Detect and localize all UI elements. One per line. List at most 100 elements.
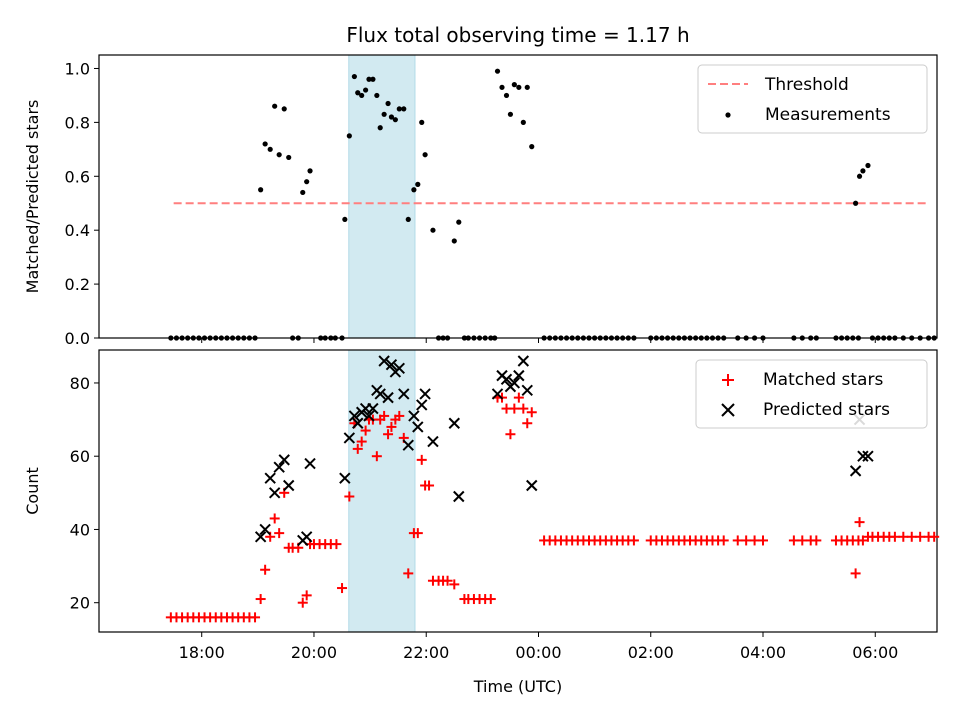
y-tick-label: 80 xyxy=(70,374,90,393)
measurement-point xyxy=(351,73,357,80)
matched-star-point xyxy=(394,410,405,421)
matched-star-point xyxy=(628,535,639,546)
y-tick-label: 0.0 xyxy=(65,329,90,348)
predicted-star-point xyxy=(517,355,530,367)
predicted-star-point xyxy=(339,472,351,484)
predicted-star-point xyxy=(448,417,461,429)
matched-star-point xyxy=(301,590,312,601)
measurement-point xyxy=(875,335,881,341)
predicted-marker-b xyxy=(382,391,394,404)
measurement-point xyxy=(552,335,558,341)
predicted-star-point xyxy=(849,465,862,477)
matched-star-point xyxy=(522,418,533,429)
predicted-star-point xyxy=(374,388,386,400)
matched-star-point xyxy=(741,535,752,546)
predicted-star-point xyxy=(419,388,431,400)
measurement-point xyxy=(190,335,196,341)
measurement-point xyxy=(300,189,306,196)
y-tick-label: 0.4 xyxy=(65,221,90,240)
measurement-point xyxy=(541,335,547,341)
legend-label-matched: Matched stars xyxy=(763,370,883,390)
measurement-point xyxy=(272,103,278,109)
y-tick-label: 0.6 xyxy=(65,167,90,186)
predicted-star-point xyxy=(283,479,295,492)
measurement-point xyxy=(569,335,575,341)
matched-star-point xyxy=(758,535,769,546)
matched-star-point xyxy=(505,429,516,440)
matched-star-point xyxy=(513,392,524,403)
measurement-point xyxy=(892,335,898,341)
measurement-point xyxy=(721,335,727,341)
measurement-point xyxy=(704,335,710,341)
predicted-marker-b xyxy=(374,388,386,400)
predicted-marker-b xyxy=(363,410,375,422)
predicted-star-point xyxy=(412,421,424,433)
measurement-point xyxy=(332,335,338,341)
matched-star-point xyxy=(352,443,363,454)
measurement-point xyxy=(374,92,380,99)
matched-star-point xyxy=(915,531,926,542)
x-tick-label: 20:00 xyxy=(291,643,337,662)
matched-star-point xyxy=(356,436,367,447)
matched-star-point xyxy=(260,564,271,575)
predicted-star-point xyxy=(300,531,313,543)
measurement-point xyxy=(659,335,665,341)
predicted-marker-b xyxy=(408,410,420,422)
predicted-marker-b xyxy=(339,472,351,484)
predicted-star-point xyxy=(491,388,504,400)
measurement-point xyxy=(586,335,592,341)
predicted-marker-b xyxy=(352,417,364,429)
measurement-point xyxy=(900,335,906,341)
predicted-star-point xyxy=(278,454,290,466)
measurement-point xyxy=(676,335,682,341)
matched-star-point xyxy=(732,535,743,546)
predicted-marker-b xyxy=(526,479,538,492)
measurement-point xyxy=(295,335,301,341)
measurement-point xyxy=(516,84,522,90)
predicted-marker-b xyxy=(448,417,461,429)
measurement-point xyxy=(246,335,253,341)
y-tick-label: 20 xyxy=(70,594,90,613)
measurement-point xyxy=(258,187,264,193)
measurement-point xyxy=(346,133,352,139)
measurement-point xyxy=(286,154,292,161)
predicted-star-point xyxy=(453,490,465,503)
predicted-star-point xyxy=(348,410,361,422)
highlight-span xyxy=(348,54,416,339)
predicted-marker-b xyxy=(491,388,504,400)
predicted-star-point xyxy=(500,373,513,386)
matched-star-point xyxy=(797,535,808,546)
predicted-marker-b xyxy=(398,388,410,400)
matched-star-point xyxy=(509,403,520,414)
measurement-point xyxy=(813,335,819,341)
predicted-marker-b xyxy=(264,472,276,484)
measurement-point xyxy=(168,335,174,341)
legend: Matched stars Predicted stars xyxy=(695,359,928,429)
predicted-star-point xyxy=(304,457,316,470)
legend-predicted-swatch-b xyxy=(721,403,735,417)
matched-star-point xyxy=(857,535,868,546)
matched-star-point xyxy=(518,403,529,414)
measurement-point xyxy=(377,125,383,131)
measurement-point xyxy=(909,335,915,341)
predicted-marker-b xyxy=(273,461,285,473)
matched-star-point xyxy=(331,539,342,550)
measurement-point xyxy=(411,187,417,193)
predicted-marker-b xyxy=(385,358,398,371)
measurement-point xyxy=(482,335,488,341)
legend-label-predicted: Predicted stars xyxy=(763,400,890,420)
measurement-point xyxy=(558,335,564,341)
measurement-point xyxy=(415,181,421,187)
measurement-point xyxy=(687,335,693,341)
measurement-point xyxy=(276,152,282,158)
matched-star-point xyxy=(274,528,285,539)
matched-star-point xyxy=(383,429,394,440)
predicted-marker-b xyxy=(419,388,431,400)
measurement-point xyxy=(631,335,637,341)
measurement-point xyxy=(865,162,871,169)
measurement-point xyxy=(529,144,535,150)
measurement-point xyxy=(388,114,395,120)
measurement-point xyxy=(520,119,526,125)
measurement-point xyxy=(625,335,631,341)
matched-star-point xyxy=(379,410,390,421)
